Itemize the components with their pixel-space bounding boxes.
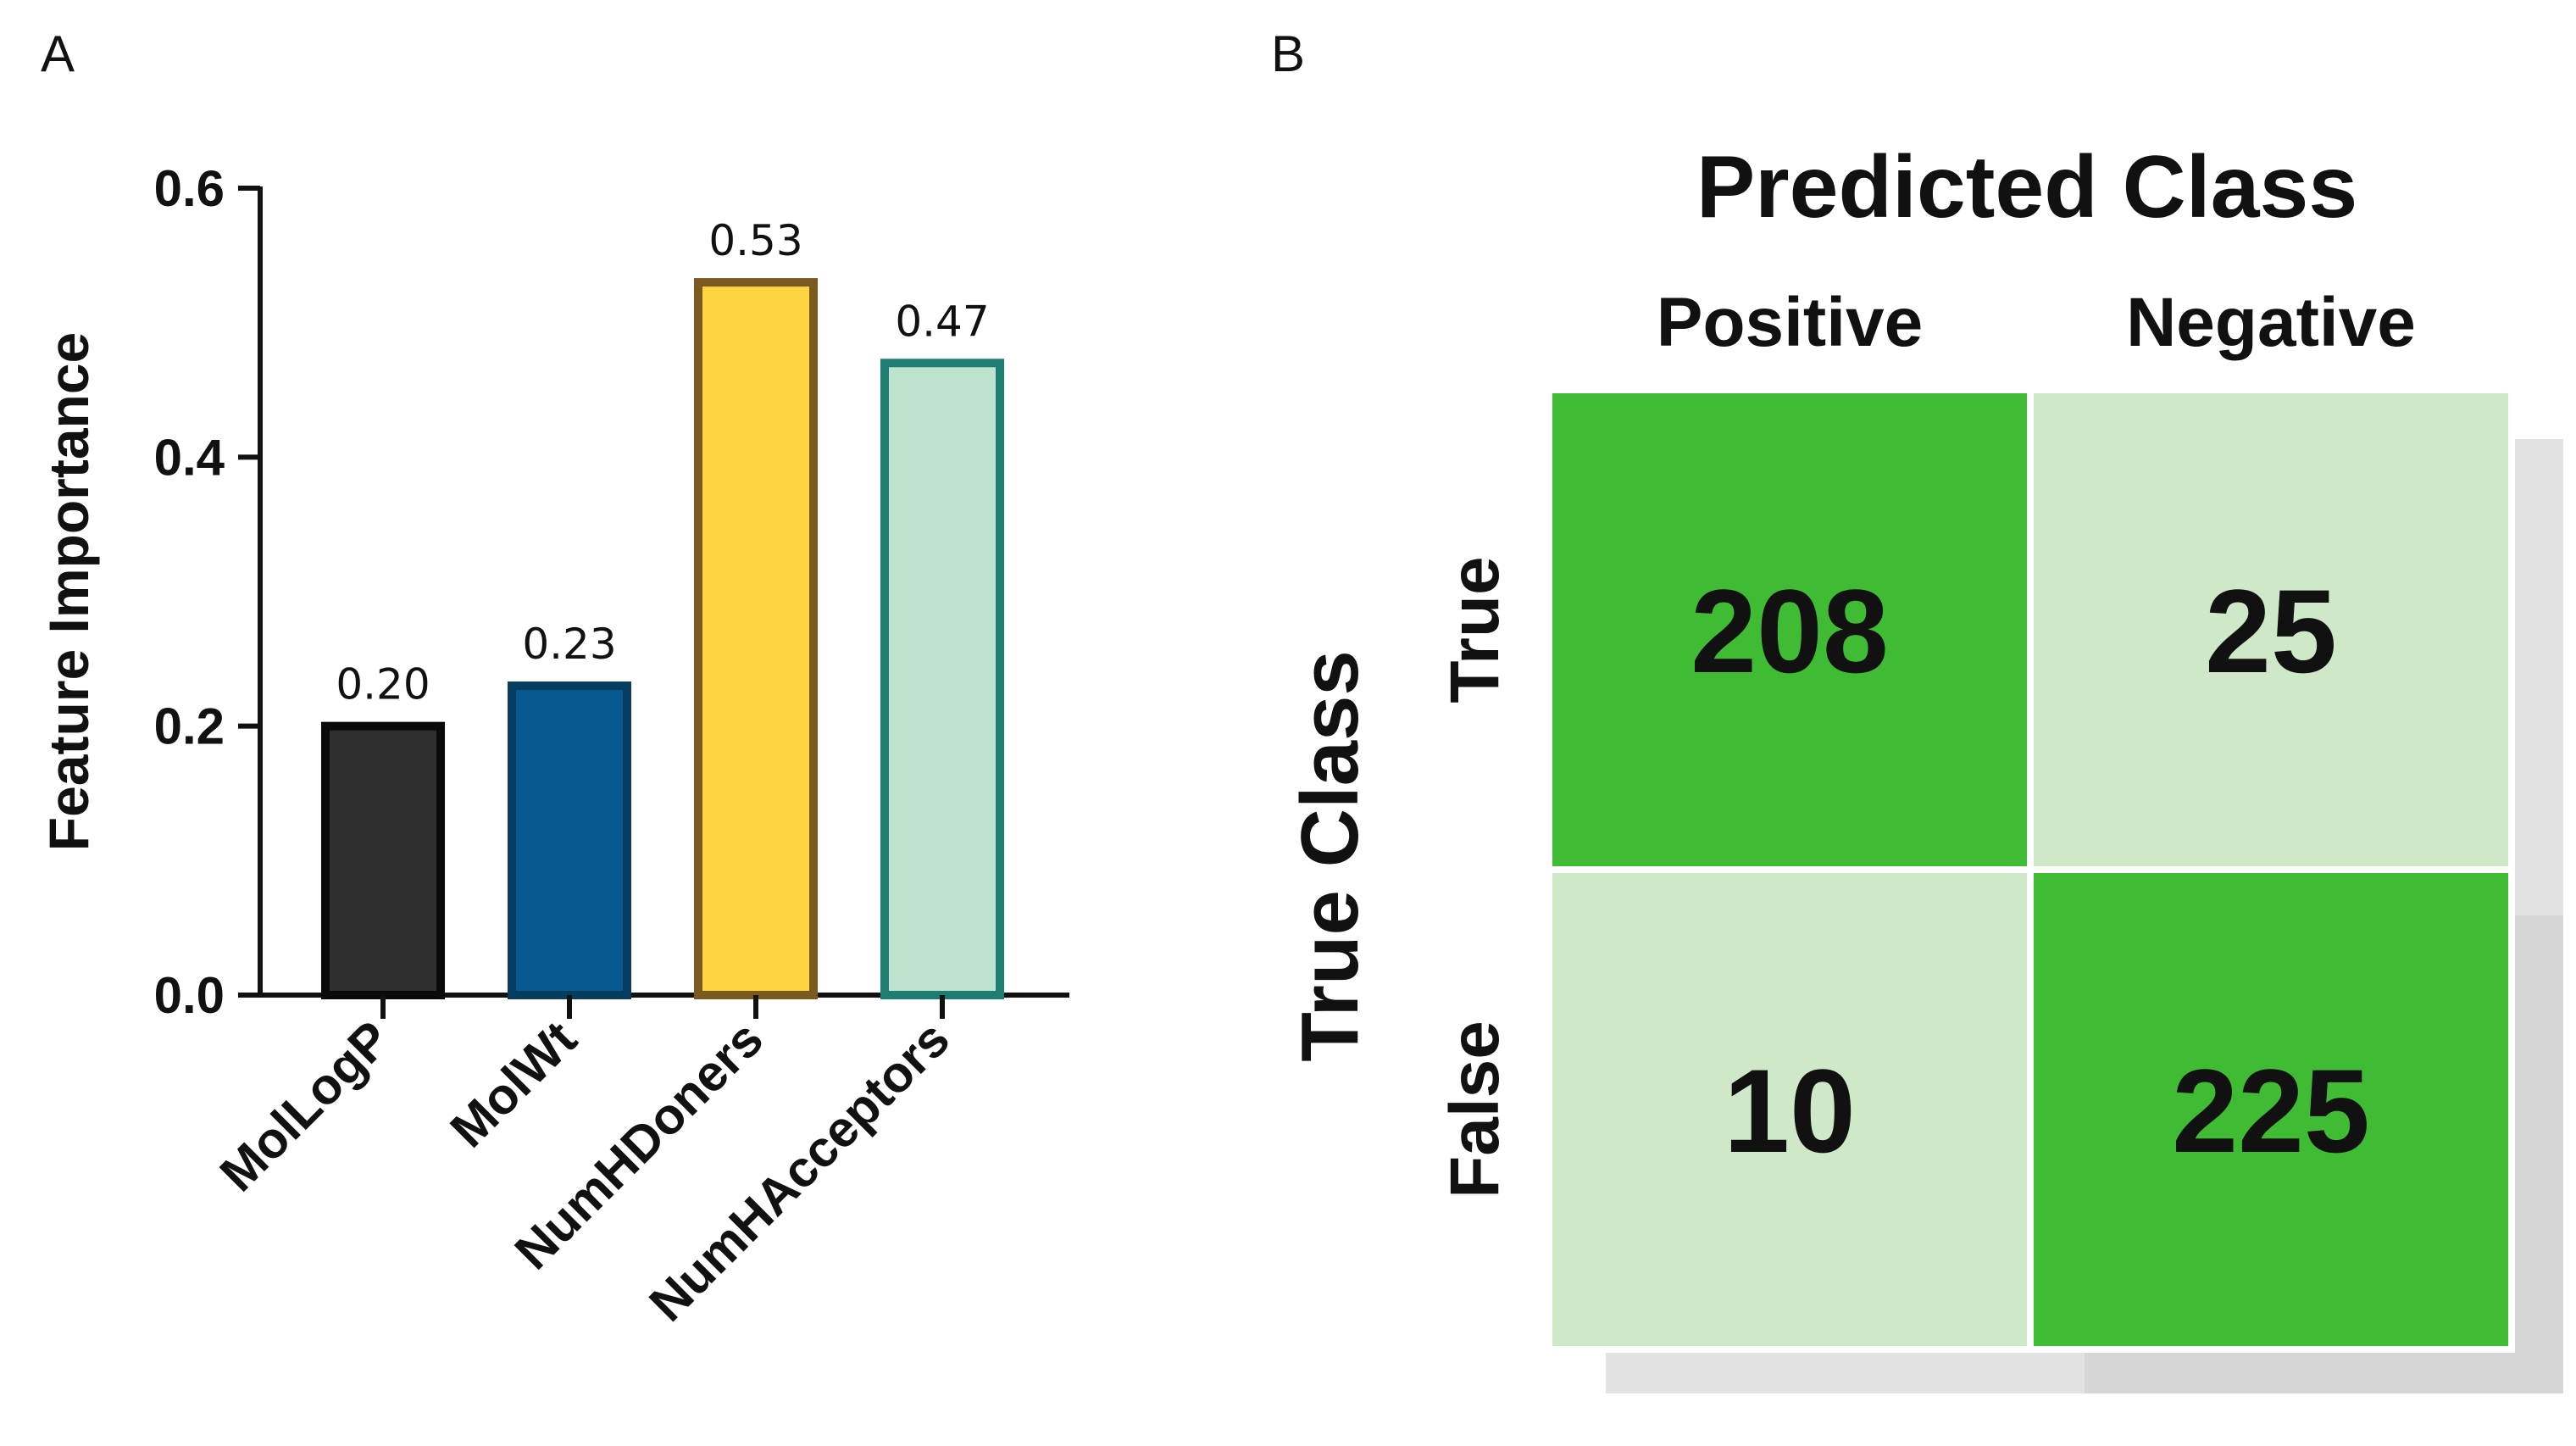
row-header-true: True — [1436, 556, 1513, 703]
panel-b-label: B — [1271, 25, 1305, 82]
x-category-label: MolLogP — [209, 1010, 401, 1202]
column-header-negative: Negative — [2126, 284, 2416, 361]
data-label: 0.20 — [336, 660, 430, 709]
matrix-cell — [2027, 866, 2515, 1353]
data-label: 0.53 — [708, 216, 802, 265]
y-tick-label: 0.4 — [154, 429, 225, 486]
matrix-cell-value: 25 — [2205, 564, 2337, 698]
bar-mollogp — [321, 721, 445, 1000]
matrix-cell — [1546, 866, 2034, 1353]
y-tick-label: 0.2 — [154, 698, 225, 755]
data-label: 0.23 — [522, 620, 616, 669]
bar-numhacceptors — [880, 359, 1004, 999]
matrix-title: Predicted Class — [1696, 138, 2357, 236]
confusion-matrix: Predicted Class Positive Negative True False… — [1285, 138, 2563, 1393]
column-header-positive: Positive — [1657, 284, 1923, 361]
matrix-cell-value: 10 — [1724, 1044, 1856, 1177]
bar-molwt — [508, 681, 631, 999]
row-header-false: False — [1436, 1021, 1513, 1199]
bar-chart-feature-importance: 0.0 0.2 0.4 0.6 Feature Importance 0.20 MolLog… — [37, 160, 1069, 1332]
matrix-cell-value: 208 — [1690, 564, 1889, 698]
panel-a-label: A — [41, 25, 75, 82]
bar-numhdoners — [694, 278, 818, 1000]
matrix-y-axis-label: True Class — [1285, 650, 1375, 1062]
data-label: 0.47 — [895, 297, 989, 346]
x-category-label: MolWt — [440, 1010, 588, 1159]
y-tick-label: 0.0 — [154, 967, 225, 1024]
matrix-cell-value: 225 — [2172, 1044, 2370, 1177]
y-tick-label: 0.6 — [154, 160, 225, 217]
y-axis-label: Feature Importance — [37, 332, 100, 852]
